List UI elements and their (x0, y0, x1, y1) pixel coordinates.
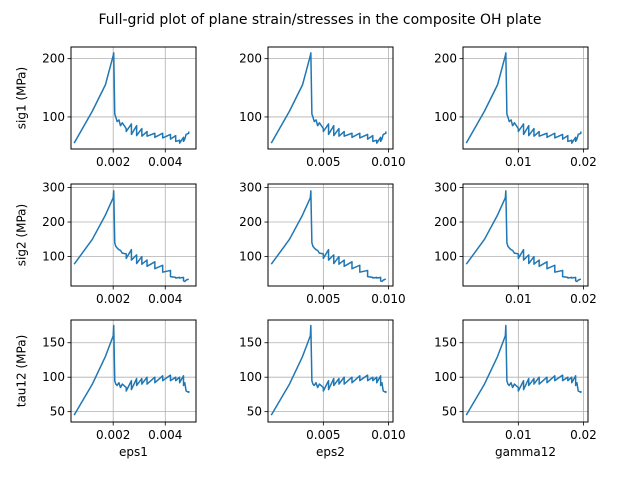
y-tick-label: 200 (42, 215, 65, 229)
x-tick-label: 0.010 (371, 428, 405, 442)
x-axis-label: eps1 (119, 445, 148, 459)
y-tick-label: 200 (434, 215, 457, 229)
axes-frame (267, 319, 394, 423)
series-line-tau12-vs-eps1 (73, 324, 190, 416)
y-tick-label: 150 (239, 336, 262, 350)
y-tick-label: 300 (239, 180, 262, 194)
series-line-tau12-vs-eps2 (270, 324, 387, 416)
y-tick-label: 50 (50, 405, 65, 419)
y-axis-label: sig2 (MPa) (15, 204, 29, 266)
x-axis-label: eps2 (316, 445, 345, 459)
series-line-sig2-vs-eps2 (270, 190, 387, 283)
x-tick-label: 0.002 (96, 428, 130, 442)
subplot-sig2-vs-eps2: 0.005 0.010 100 200 300 (239, 180, 406, 306)
figure-title: Full-grid plot of plane strain/stresses … (99, 12, 542, 28)
y-tick-label: 300 (42, 180, 65, 194)
y-tick-label: 150 (42, 336, 65, 350)
axes-frame (70, 319, 197, 423)
y-tick-label: 200 (239, 215, 262, 229)
x-tick-label: 0.01 (505, 292, 532, 306)
axes-frame (462, 46, 589, 150)
series-line-sig1-vs-eps2 (270, 52, 387, 144)
subplot-tau12-vs-gamma12: 0.01 0.02 50 100 150 gamma12 (434, 319, 597, 459)
x-tick-label: 0.005 (306, 428, 340, 442)
y-axis-label: sig1 (MPa) (15, 67, 29, 129)
y-tick-label: 100 (239, 370, 262, 384)
axes-frame (462, 319, 589, 423)
series-line-sig2-vs-gamma12 (465, 190, 582, 283)
x-tick-label: 0.004 (148, 428, 182, 442)
x-axis-label: gamma12 (495, 445, 556, 459)
y-tick-label: 100 (434, 250, 457, 264)
axes-frame (70, 183, 197, 287)
x-tick-label: 0.005 (306, 292, 340, 306)
x-tick-label: 0.005 (306, 155, 340, 169)
y-tick-label: 200 (434, 52, 457, 66)
x-tick-label: 0.004 (148, 155, 182, 169)
y-tick-label: 100 (239, 110, 262, 124)
y-tick-label: 100 (434, 370, 457, 384)
y-tick-label: 100 (42, 250, 65, 264)
subplot-sig1-vs-gamma12: 0.01 0.02 100 200 (434, 46, 597, 169)
x-tick-label: 0.02 (570, 155, 597, 169)
series-line-sig1-vs-eps1 (73, 52, 190, 144)
y-tick-label: 50 (442, 405, 457, 419)
y-tick-label: 300 (434, 180, 457, 194)
axes-frame (267, 46, 394, 150)
y-tick-label: 100 (42, 110, 65, 124)
subplot-tau12-vs-eps1: 0.002 0.004 50 100 150 eps1 tau12 (MPa) (15, 319, 197, 459)
x-tick-label: 0.010 (371, 292, 405, 306)
y-tick-label: 100 (434, 110, 457, 124)
y-tick-label: 50 (247, 405, 262, 419)
y-tick-label: 150 (434, 336, 457, 350)
x-tick-label: 0.01 (505, 428, 532, 442)
series-line-tau12-vs-gamma12 (465, 324, 582, 416)
axes-frame (267, 183, 394, 287)
x-tick-label: 0.002 (96, 292, 130, 306)
y-tick-label: 100 (42, 370, 65, 384)
y-axis-label: tau12 (MPa) (15, 335, 29, 408)
x-tick-label: 0.004 (148, 292, 182, 306)
subplot-sig2-vs-eps1: 0.002 0.004 100 200 300 sig2 (MPa) (15, 180, 197, 306)
axes-frame (70, 46, 197, 150)
y-tick-label: 200 (239, 52, 262, 66)
y-tick-label: 100 (239, 250, 262, 264)
x-tick-label: 0.01 (505, 155, 532, 169)
axes-frame (462, 183, 589, 287)
x-tick-label: 0.02 (570, 292, 597, 306)
subplot-sig1-vs-eps2: 0.005 0.010 100 200 (239, 46, 406, 169)
y-tick-label: 200 (42, 52, 65, 66)
x-tick-label: 0.002 (96, 155, 130, 169)
subplot-sig2-vs-gamma12: 0.01 0.02 100 200 300 (434, 180, 597, 306)
subplot-tau12-vs-eps2: 0.005 0.010 50 100 150 eps2 (239, 319, 406, 459)
x-tick-label: 0.010 (371, 155, 405, 169)
series-line-sig2-vs-eps1 (73, 190, 189, 283)
subplot-sig1-vs-eps1: 0.002 0.004 100 200 sig1 (MPa) (15, 46, 197, 169)
x-tick-label: 0.02 (570, 428, 597, 442)
series-line-sig1-vs-gamma12 (465, 52, 582, 144)
